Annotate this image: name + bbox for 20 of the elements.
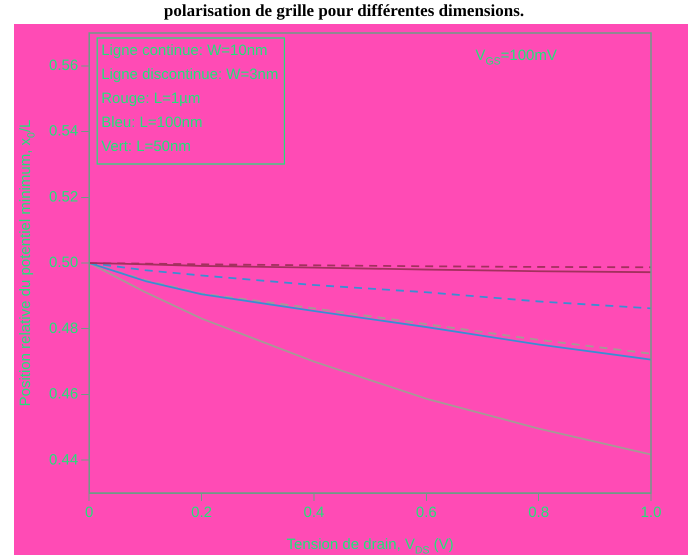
x-tick-label: 1.0 [640, 504, 662, 522]
x-tick-label: 0.8 [528, 504, 550, 522]
x-tick-label: 0.4 [303, 504, 324, 522]
y-tick-label: 0.56 [48, 57, 78, 74]
y-tick-label: 0.54 [48, 122, 78, 140]
x-tick-label: 0.6 [416, 504, 437, 522]
y-tick-label: 0.46 [48, 386, 78, 403]
y-axis-title: Position relative du potentiel minimum, x0/L [17, 120, 38, 406]
chart-title: polarisation de grille pour différentes dimensions. [164, 0, 524, 20]
annotation: Bleu: L=100nm [101, 114, 203, 131]
annotation: Vert: L=50nm [101, 138, 191, 155]
annotation: Rouge: L=1µm [101, 90, 200, 107]
y-tick-label: 0.48 [48, 320, 78, 337]
x-tick-label: 0.2 [191, 504, 212, 522]
annotation: Ligne discontinue: W=3nm [101, 66, 278, 83]
y-tick-label: 0.44 [48, 451, 78, 468]
y-tick-label: 0.52 [48, 188, 78, 206]
annotation: Ligne continue: W=10nm [101, 42, 268, 59]
y-tick-label: 0.50 [48, 254, 78, 272]
x-tick-label: 0 [85, 504, 94, 522]
